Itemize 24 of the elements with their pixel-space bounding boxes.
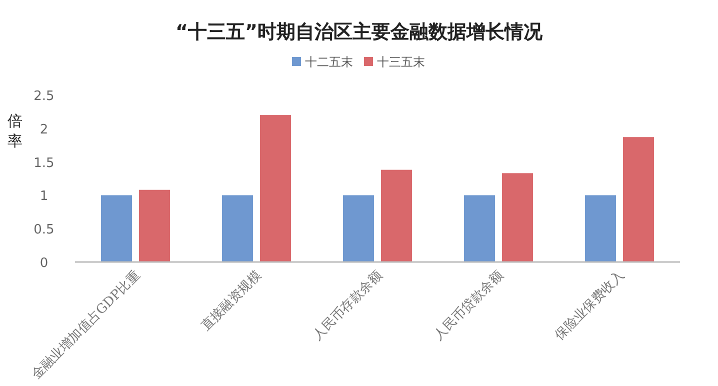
legend-label: 十二五末 xyxy=(305,55,353,69)
y-tick-label: 0.5 xyxy=(34,222,54,238)
bar xyxy=(502,173,533,262)
bar xyxy=(101,195,132,262)
bar xyxy=(585,195,616,262)
y-tick-label: 0 xyxy=(40,256,48,271)
bar xyxy=(260,115,291,262)
x-tick-label: 人民币存款余额 xyxy=(310,268,386,344)
y-tick-label: 2 xyxy=(40,122,48,138)
bar xyxy=(343,195,374,262)
x-tick-label: 人民币贷款余额 xyxy=(431,268,506,344)
bar xyxy=(464,195,495,262)
bar xyxy=(222,195,253,262)
x-tick-label: 直接融资规模 xyxy=(198,268,264,334)
y-axis-title: 倍率 xyxy=(8,112,22,150)
legend-label: 十三五末 xyxy=(377,55,425,69)
y-tick-label: 1.5 xyxy=(34,156,54,171)
x-tick-label: 保险业保费收入 xyxy=(552,268,628,344)
bar xyxy=(139,190,170,262)
chart-title: “十三五”时期自治区主要金融数据增长情况 xyxy=(176,21,544,43)
bar xyxy=(381,170,412,262)
y-tick-label: 1 xyxy=(40,189,48,204)
bar xyxy=(623,137,654,262)
y-tick-label: 2.5 xyxy=(34,89,54,104)
